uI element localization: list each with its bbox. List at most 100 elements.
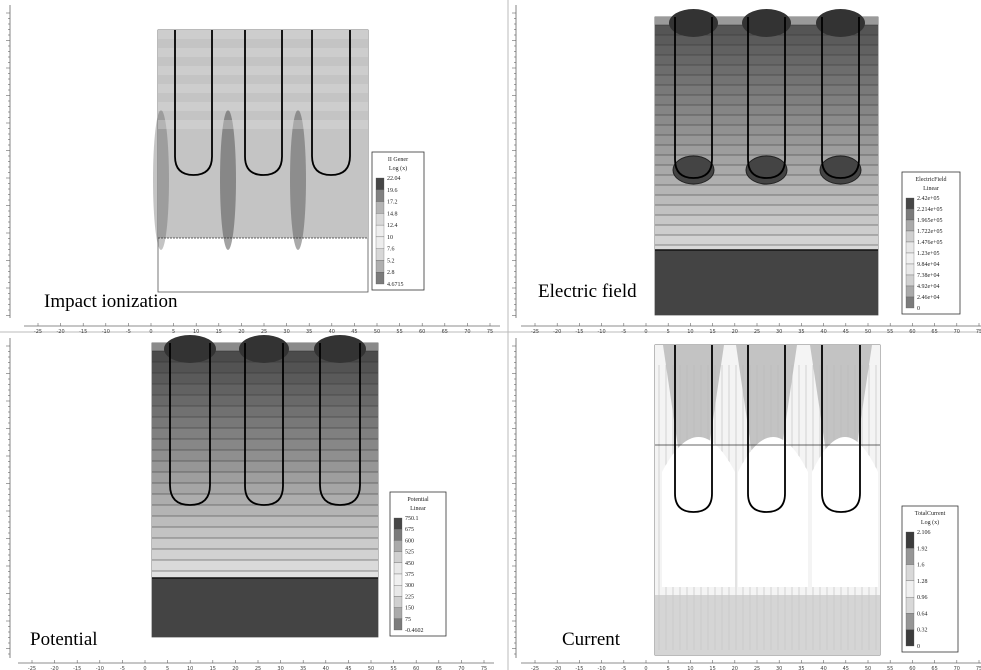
ruler-label: 15 <box>216 329 222 335</box>
legend-tick: 12.4 <box>387 223 398 229</box>
legend-tick: -0.4602 <box>405 628 424 634</box>
legend-tick: 150 <box>405 606 414 612</box>
legend-tick: 0.32 <box>917 628 928 634</box>
legend-swatch <box>393 573 403 586</box>
legend-tick: 0 <box>917 644 920 650</box>
ruler-label: 55 <box>887 666 893 670</box>
ruler-label: 15 <box>709 329 715 335</box>
contour-band <box>152 472 378 483</box>
cap <box>314 335 366 363</box>
ruler-label: 35 <box>798 666 804 670</box>
panel-label: Current <box>562 629 621 650</box>
legend-tick: 600 <box>405 538 414 544</box>
contour-blob <box>153 110 169 250</box>
legend-swatch <box>905 230 915 243</box>
hot-spot <box>745 155 788 185</box>
hot-spot <box>672 155 715 185</box>
ruler-label: -20 <box>57 329 65 335</box>
panel: II Gener Log (x) 22.04 19.6 17.2 14.8 12.4 10 7.… <box>6 5 500 335</box>
ruler-label: -10 <box>102 329 110 335</box>
contour-band <box>152 516 378 527</box>
ruler-label: 20 <box>232 666 238 670</box>
ruler-label: 75 <box>481 666 487 670</box>
ruler-label: -15 <box>575 329 583 335</box>
legend-title: ElectricField <box>916 177 947 183</box>
legend-tick: 22.04 <box>387 176 401 182</box>
legend-scale: Linear <box>923 186 939 192</box>
ruler-label: -5 <box>120 666 125 670</box>
legend-swatch <box>393 562 403 575</box>
ruler-label: 40 <box>329 329 335 335</box>
legend-tick: 0.96 <box>917 595 928 601</box>
legend-tick: 19.6 <box>387 188 398 194</box>
legend-title: II Gener <box>388 157 408 163</box>
ruler-label: 55 <box>887 329 893 335</box>
ruler-label: 25 <box>261 329 267 335</box>
contour-band <box>152 538 378 549</box>
contour-band <box>655 195 878 205</box>
contour-band <box>152 549 378 560</box>
legend-swatch <box>393 596 403 608</box>
ruler-label: -20 <box>553 666 561 670</box>
legend-tick: 4.6715 <box>387 282 404 288</box>
contour-band <box>152 373 378 384</box>
contour-fill <box>158 30 368 238</box>
contour-band <box>655 55 878 65</box>
ruler-label: 5 <box>166 666 169 670</box>
legend-swatch <box>393 540 403 552</box>
legend-tick: 1.28 <box>917 579 928 585</box>
ruler-label: -5 <box>126 329 131 335</box>
trench <box>747 17 786 179</box>
ruler-label: 10 <box>187 666 193 670</box>
contour-blob <box>220 110 236 250</box>
legend-swatch <box>905 285 915 298</box>
hot-spot <box>819 155 862 185</box>
legend-swatch <box>905 629 915 647</box>
ruler-label: -5 <box>621 666 626 670</box>
contour-band <box>655 185 878 195</box>
ruler-label: 65 <box>436 666 442 670</box>
legend-tick: 1.92 <box>917 546 928 552</box>
legend-tick: 17.2 <box>387 200 398 206</box>
legend-tick: 1.6 <box>917 563 925 569</box>
ruler-label: 25 <box>754 666 760 670</box>
ruler-label: 50 <box>368 666 374 670</box>
ruler-label: 15 <box>210 666 216 670</box>
contour-band <box>655 35 878 45</box>
ruler-label: 50 <box>865 666 871 670</box>
ruler-label: -15 <box>79 329 87 335</box>
contour-band <box>152 362 378 373</box>
legend-swatch <box>375 272 385 285</box>
contour-band <box>158 66 368 75</box>
legend-swatch <box>375 248 385 261</box>
ruler-label: 70 <box>954 666 960 670</box>
legend-tick: 750.1 <box>405 516 419 522</box>
legend-swatch <box>905 580 915 598</box>
contour-band <box>152 560 378 571</box>
ruler-label: 0 <box>149 329 152 335</box>
contour-band <box>152 406 378 417</box>
legend-scale: Log (x) <box>921 519 939 526</box>
ruler-label: 65 <box>931 329 937 335</box>
contour-band <box>152 417 378 428</box>
ruler-label: 60 <box>909 329 915 335</box>
ruler-label: 60 <box>419 329 425 335</box>
ruler-label: 25 <box>754 329 760 335</box>
ruler-label: 65 <box>931 666 937 670</box>
ruler-label: -25 <box>531 329 539 335</box>
contour-band <box>655 95 878 105</box>
legend-tick: 7.6 <box>387 247 395 253</box>
legend-swatch <box>375 236 385 249</box>
ruler-label: 70 <box>464 329 470 335</box>
legend-tick: 1.722e+05 <box>917 229 943 235</box>
panel-label: Electric field <box>538 281 637 302</box>
panel: TotalCurrent Log (x) 2.106 1.92 1.6 1.28 0.96 0… <box>512 338 981 670</box>
contour-band <box>158 30 368 39</box>
ruler-label: 45 <box>351 329 357 335</box>
ruler-label: 70 <box>458 666 464 670</box>
dark-region <box>655 250 878 315</box>
contour-band <box>655 65 878 75</box>
trench <box>821 17 860 179</box>
legend-swatch <box>905 208 915 221</box>
legend-swatch <box>905 613 915 630</box>
